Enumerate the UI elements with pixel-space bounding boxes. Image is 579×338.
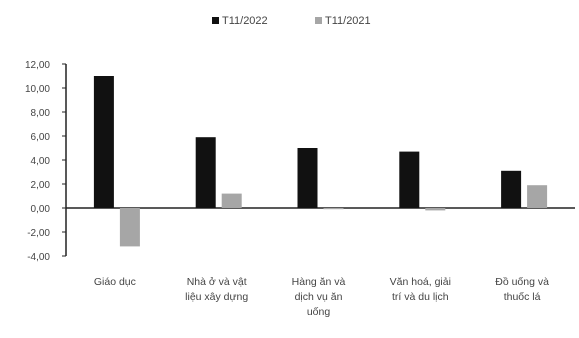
bar-t11-2022-4	[399, 151, 420, 208]
y-axis: 12,00 10,00 8,00 6,00 4,00 2,00 0,00 -2,00 -4,00	[25, 60, 575, 263]
bar-t11-2021-3	[323, 208, 344, 210]
bar-t11-2021-1	[119, 208, 140, 247]
bar-t11-2022-5	[501, 170, 522, 208]
y-tick-label: -4,00	[27, 252, 50, 263]
category-label: trí và du lịch	[392, 291, 449, 303]
y-tick-label: 8,00	[31, 108, 51, 119]
category-label: thuốc lá	[504, 291, 541, 303]
legend-label-2: T11/2021	[325, 15, 371, 27]
y-tick-label: 0,00	[31, 204, 51, 215]
legend: T11/2022 T11/2021	[212, 15, 371, 27]
y-tick-label: 10,00	[25, 84, 50, 95]
legend-label-1: T11/2022	[222, 15, 268, 27]
y-tick-label: -2,00	[27, 228, 50, 239]
category-label: Đồ uống và	[495, 276, 549, 288]
y-tick-label: 4,00	[31, 156, 51, 167]
category-label: uống	[307, 306, 331, 318]
bar-t11-2022-2	[195, 137, 216, 208]
y-tick-label: 2,00	[31, 180, 51, 191]
bar-t11-2022-3	[297, 148, 318, 208]
bar-t11-2021-2	[221, 193, 242, 208]
bar-t11-2021-4	[425, 208, 446, 211]
y-tick-label: 6,00	[31, 132, 51, 143]
bar-t11-2022-1	[93, 76, 114, 208]
y-tick-label: 12,00	[25, 60, 50, 71]
category-label: Nhà ở và vật	[187, 276, 247, 288]
category-label: Giáo dục	[94, 276, 136, 288]
x-axis: Giáo dục Nhà ở và vật liệu xây dựng Hàng ăn…	[94, 276, 549, 318]
category-label: Hàng ăn và	[292, 276, 346, 288]
bars	[93, 76, 548, 247]
category-label: liệu xây dựng	[185, 291, 248, 303]
legend-swatch-1	[212, 17, 219, 24]
legend-swatch-2	[315, 17, 322, 24]
bar-t11-2021-5	[527, 185, 548, 208]
category-label: dịch vụ ăn	[295, 291, 343, 303]
category-label: Văn hoá, giải	[390, 276, 451, 288]
